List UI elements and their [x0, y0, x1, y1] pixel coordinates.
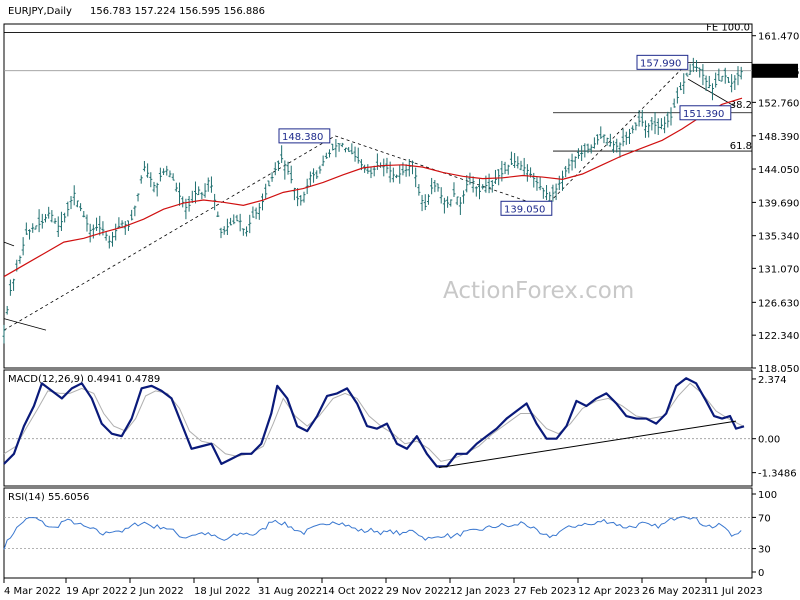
price-tick-label: 161.470	[758, 32, 799, 43]
ema-line	[3, 97, 743, 278]
macd-title: MACD(12,26,9) 0.4941 0.4789	[8, 374, 160, 385]
label-151: 151.390	[679, 105, 732, 121]
rsi-tick-label: 0	[758, 568, 764, 579]
price-tick-label: 135.340	[758, 232, 799, 243]
macd-axis: 2.374 0.00 -1.3486	[752, 375, 797, 480]
watermark: ActionForex.com	[443, 278, 634, 304]
price-tick-label: 139.690	[758, 198, 799, 209]
label-157-text: 157.990	[640, 58, 681, 69]
fib-38-label: 38.2	[730, 100, 752, 111]
label-139: 139.050	[500, 200, 553, 216]
label-148-box	[278, 128, 331, 144]
time-tick-label: 27 Feb 2023	[514, 586, 576, 597]
label-157-box	[636, 54, 689, 70]
price-tick-label: 118.050	[758, 364, 799, 375]
price-tick-label: 144.050	[758, 165, 799, 176]
time-axis: 4 Mar 2022 19 Apr 2022 2 Jun 2022 18 Jul 20…	[3, 578, 763, 597]
price-tick-label: 148.390	[758, 132, 799, 143]
time-tick-label: 12 Jan 2023	[450, 586, 510, 597]
chart-symbol: EURJPY,Daily	[8, 6, 72, 17]
price-ema	[3, 97, 743, 278]
price-annotations: 148.380 157.990 151.390 139.050	[278, 54, 732, 216]
label-148-text: 148.380	[282, 132, 323, 143]
rsi-line	[3, 516, 742, 550]
time-tick-label: 12 Apr 2023	[578, 586, 640, 597]
time-tick-label: 14 Oct 2022	[322, 586, 384, 597]
time-tick-label: 26 May 2023	[642, 586, 707, 597]
rsi-tick-label: 100	[758, 490, 777, 501]
rsi-axis: 100 70 30 0	[752, 490, 777, 579]
price-tick-label: 152.760	[758, 98, 799, 109]
rsi-panel-frame	[3, 487, 753, 579]
price-tick-label: 131.070	[758, 264, 799, 275]
macd-trend-line	[438, 420, 737, 469]
rsi-title: RSI(14) 55.6056	[8, 492, 89, 503]
fib-61-label: 61.8	[730, 141, 752, 152]
label-157: 157.990	[636, 54, 689, 70]
time-tick-label: 18 Jul 2022	[194, 586, 251, 597]
label-148: 148.380	[278, 128, 331, 144]
time-tick-label: 19 Apr 2022	[66, 586, 128, 597]
time-tick-label: 4 Mar 2022	[4, 586, 61, 597]
macd-panel: MACD(12,26,9) 0.4941 0.4789 2.374 0.00 -1.…	[3, 369, 797, 487]
fe-level-label: FE 100.0	[706, 22, 750, 33]
price-tick-label: 126.630	[758, 298, 799, 309]
label-139-box	[500, 200, 553, 216]
rsi-tick-label: 70	[758, 513, 771, 524]
time-tick-label: 11 Jul 2023	[706, 586, 763, 597]
rsi-lines	[3, 516, 752, 550]
time-tick-label: 29 Nov 2022	[386, 586, 450, 597]
time-tick-label: 31 Aug 2022	[258, 586, 322, 597]
macd-tick-label: 0.00	[758, 435, 780, 446]
current-price-label: 156.886	[758, 67, 799, 78]
rsi-panel: RSI(14) 55.6056 100 70 30 0	[3, 487, 777, 579]
macd-tick-label: 2.374	[758, 375, 787, 386]
price-tick-label: 122.340	[758, 331, 799, 342]
price-axis: 161.470 156.886 152.760 148.390 144.050 139.6…	[752, 32, 799, 375]
macd-line	[3, 377, 745, 468]
bottom-trend-line	[3, 318, 47, 331]
price-panel: EURJPY,Daily 156.783 157.224 156.595 156…	[2, 6, 799, 375]
chart-ohlc: 156.783 157.224 156.595 156.886	[90, 6, 265, 17]
macd-tick-label: -1.3486	[758, 469, 797, 480]
label-139-text: 139.050	[504, 204, 545, 215]
price-panel-frame	[3, 23, 753, 369]
price-candles	[2, 57, 743, 344]
label-151-box	[679, 105, 732, 121]
left-edge-line	[3, 241, 15, 247]
macd-signal-line	[3, 382, 745, 462]
label-151-text: 151.390	[683, 109, 724, 120]
current-price-tag	[752, 63, 798, 78]
macd-panel-frame	[3, 369, 753, 487]
macd-lines	[3, 377, 752, 469]
time-tick-label: 2 Jun 2022	[130, 586, 184, 597]
rsi-tick-label: 30	[758, 545, 771, 556]
